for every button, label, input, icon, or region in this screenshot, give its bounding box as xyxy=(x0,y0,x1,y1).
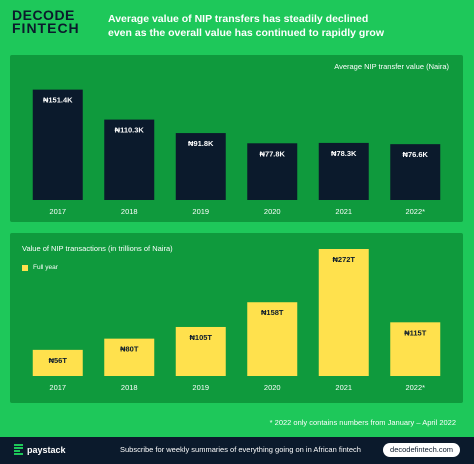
bar-2020 xyxy=(247,143,298,200)
brand-line2: FINTECH xyxy=(12,20,80,36)
avg-transfer-chart-title: Average NIP transfer value (Naira) xyxy=(334,62,449,71)
x-tick-2022*: 2022* xyxy=(405,383,425,392)
avg-transfer-chart: ₦151.4K 2017 ₦110.3K 2018 ₦91.8K 2019 ₦77.8K 20… xyxy=(32,89,441,216)
data-label-2018: ₦110.3K xyxy=(115,126,145,135)
x-tick-2020: 2020 xyxy=(264,383,281,392)
avg-transfer-chart-panel: ₦151.4K 2017 ₦110.3K 2018 ₦91.8K 2019 ₦77.8K 20… xyxy=(10,55,463,222)
chart-legend: Full year xyxy=(22,264,58,271)
x-tick-2018: 2018 xyxy=(121,383,138,392)
x-tick-2019: 2019 xyxy=(192,383,209,392)
paystack-logo: paystack xyxy=(14,444,66,455)
data-label-2018: ₦80T xyxy=(120,345,139,354)
bar-2019 xyxy=(175,326,226,376)
data-label-2017: ₦56T xyxy=(49,356,68,365)
bar-2022* xyxy=(390,144,441,200)
data-label-2019: ₦105T xyxy=(189,333,212,342)
headline: Average value of NIP transfers has stead… xyxy=(108,13,384,39)
data-label-2019: ₦91.8K xyxy=(188,139,214,148)
data-label-2020: ₦158T xyxy=(261,308,284,317)
site-link-button[interactable]: decodefintech.com xyxy=(383,443,460,457)
data-label-2022*: ₦115T xyxy=(404,328,427,337)
brand-logo: DECODE FINTECH xyxy=(12,7,80,36)
bar-2022* xyxy=(390,322,441,376)
x-tick-2022*: 2022* xyxy=(405,207,425,216)
x-tick-2018: 2018 xyxy=(121,207,138,216)
x-tick-2020: 2020 xyxy=(264,207,281,216)
x-tick-2019: 2019 xyxy=(192,207,209,216)
bar-2017 xyxy=(32,89,83,200)
brand-line1: DECODE xyxy=(12,7,75,23)
transaction-value-chart-title: Value of NIP transactions (in trillions … xyxy=(22,244,173,253)
paystack-wordmark: paystack xyxy=(27,444,66,455)
data-label-2021: ₦78.3K xyxy=(331,149,357,158)
bar-2021 xyxy=(318,249,369,376)
bar-2020 xyxy=(247,302,298,376)
x-tick-2021: 2021 xyxy=(335,207,352,216)
x-tick-2017: 2017 xyxy=(49,207,66,216)
bar-2018 xyxy=(104,338,155,376)
paystack-icon xyxy=(14,444,23,455)
footnote: * 2022 only contains numbers from Januar… xyxy=(269,418,456,427)
data-label-2020: ₦77.8K xyxy=(260,149,286,158)
transaction-value-chart-panel: ₦56T 2017 ₦80T 2018 ₦105T 2019 ₦158T 2020 ₦272T 2… xyxy=(10,233,463,403)
bar-2017 xyxy=(32,349,83,376)
data-label-2021: ₦272T xyxy=(332,255,355,264)
footer-bar: paystack Subscribe for weekly summaries … xyxy=(0,437,474,464)
legend-swatch-full-year xyxy=(22,264,28,271)
legend-label-full-year: Full year xyxy=(33,264,58,271)
x-tick-2017: 2017 xyxy=(49,383,66,392)
data-label-2017: ₦151.4K xyxy=(43,96,73,105)
x-tick-2021: 2021 xyxy=(335,383,352,392)
bar-2018 xyxy=(104,119,155,200)
bar-2019 xyxy=(175,133,226,200)
data-label-2022*: ₦76.6K xyxy=(403,150,429,159)
subscribe-text: Subscribe for weekly summaries of everyt… xyxy=(120,445,361,454)
bar-2021 xyxy=(318,142,369,200)
transaction-value-chart: ₦56T 2017 ₦80T 2018 ₦105T 2019 ₦158T 2020 ₦272T 2… xyxy=(32,249,441,392)
